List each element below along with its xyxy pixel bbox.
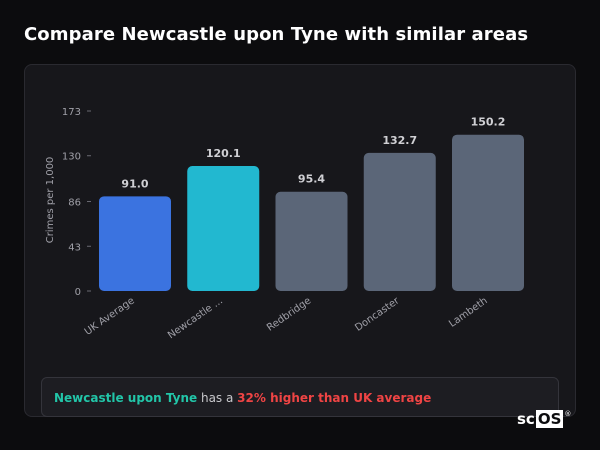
bar-value-label: 120.1 <box>206 147 241 160</box>
x-tick-label: Doncaster <box>353 295 402 334</box>
bar[interactable] <box>363 152 436 291</box>
brand-logo: sc OS ® <box>517 410 571 428</box>
logo-registered-mark: ® <box>564 410 572 418</box>
y-axis: 0 43 86 130 173 <box>62 107 91 298</box>
logo-prefix: sc <box>517 410 535 428</box>
summary-text: has a <box>197 391 238 405</box>
bar-value-label: 95.4 <box>298 173 325 186</box>
x-tick-label: UK Average <box>83 295 137 337</box>
x-tick-label: Lambeth <box>447 295 490 329</box>
y-tick-label: 43 <box>68 242 81 253</box>
logo-box: OS <box>535 410 564 428</box>
y-axis-label: Crimes per 1,000 <box>45 157 56 244</box>
x-tick-label: Newcastle ... <box>166 295 225 341</box>
bar[interactable] <box>275 191 348 291</box>
bars-group <box>99 134 524 291</box>
x-tick-label: Redbridge <box>265 295 313 333</box>
bar[interactable] <box>99 196 171 291</box>
y-tick-label: 0 <box>75 287 81 298</box>
summary-box: Newcastle upon Tyne has a 32% higher tha… <box>41 377 559 417</box>
y-tick-label: 173 <box>62 107 81 118</box>
summary-area-name: Newcastle upon Tyne <box>54 391 198 405</box>
y-tick-label: 130 <box>62 152 81 163</box>
page-title: Compare Newcastle upon Tyne with similar… <box>24 24 529 45</box>
bar-value-label: 150.2 <box>471 116 506 129</box>
summary-difference: 32% higher than UK average <box>237 391 432 405</box>
bar[interactable] <box>452 134 524 291</box>
bar[interactable] <box>187 166 260 291</box>
y-tick-label: 86 <box>68 198 81 209</box>
bar-value-label: 91.0 <box>121 177 148 190</box>
value-labels-group: 91.0 120.1 95.4 132.7 150.2 <box>121 116 505 191</box>
bar-value-label: 132.7 <box>382 134 417 147</box>
x-axis: UK Average Newcastle ... Redbridge Doncaste… <box>83 295 490 341</box>
